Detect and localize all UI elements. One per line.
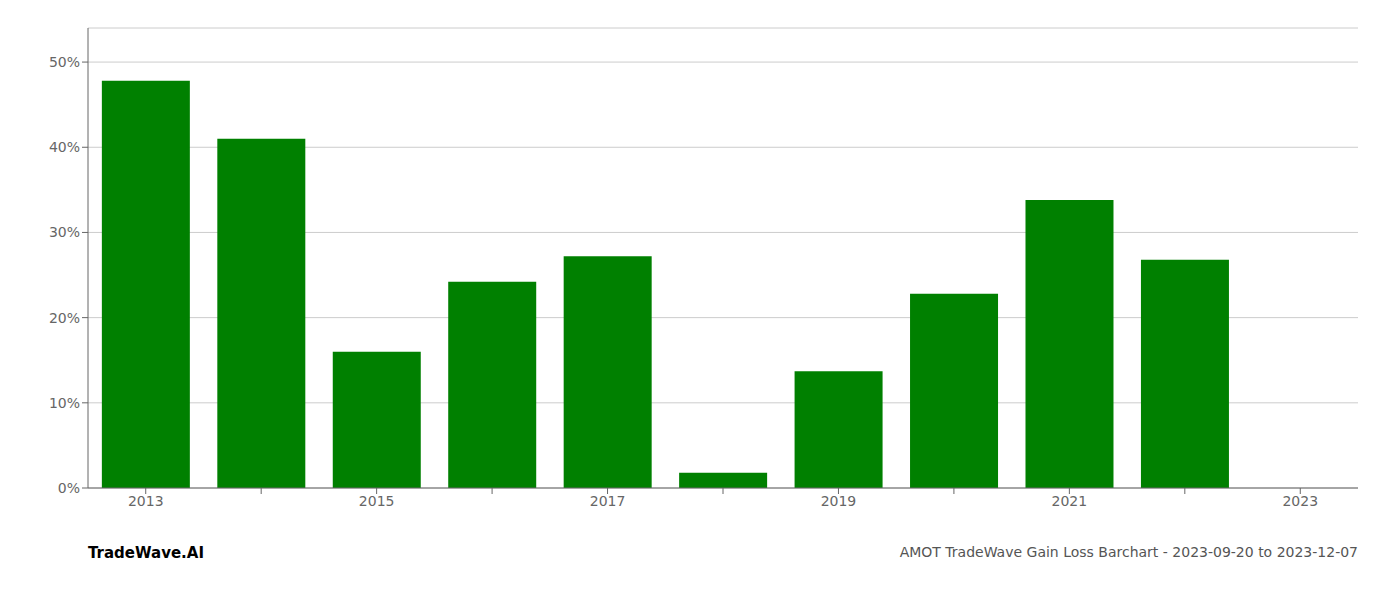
svg-text:30%: 30% [49,224,80,240]
svg-text:40%: 40% [49,139,80,155]
svg-text:2023: 2023 [1282,493,1318,509]
svg-text:50%: 50% [49,54,80,70]
svg-text:10%: 10% [49,395,80,411]
svg-text:2013: 2013 [128,493,164,509]
html-text:TradeWave.AI: TradeWave.AI [88,544,204,562]
svg-text:2015: 2015 [359,493,395,509]
svg-text:2021: 2021 [1052,493,1088,509]
svg-text:20%: 20% [49,310,80,326]
html-text:AMOT TradeWave Gain Loss Barch: AMOT TradeWave Gain Loss Barchart - 2023… [899,544,1358,560]
svg-text:2019: 2019 [821,493,857,509]
svg-text:0%: 0% [58,480,80,496]
svg-text:2017: 2017 [590,493,626,509]
